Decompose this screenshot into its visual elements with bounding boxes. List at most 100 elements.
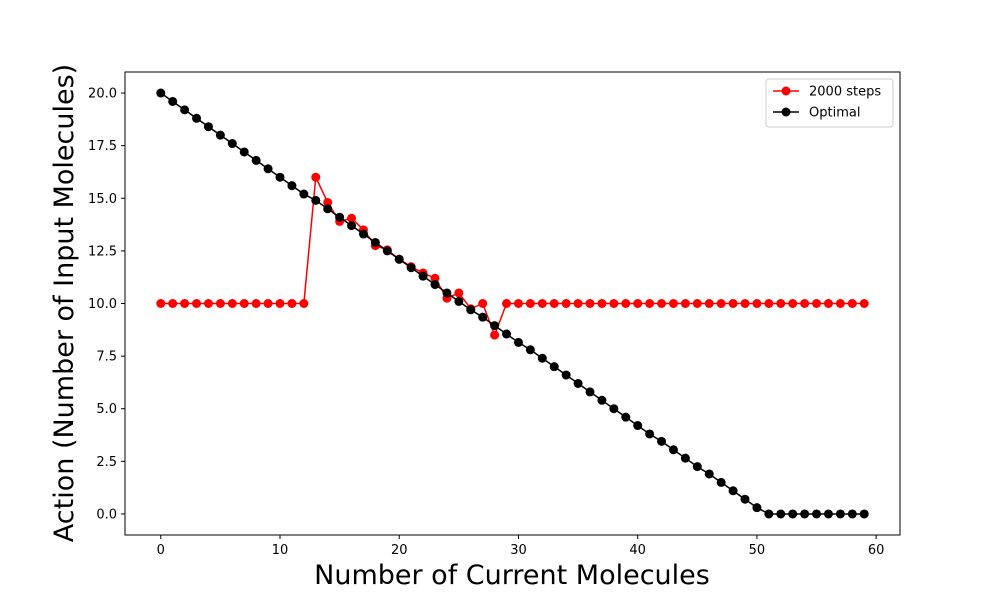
y-tick-label: 0.0 <box>96 507 117 522</box>
data-point <box>549 299 559 308</box>
data-point <box>704 299 714 308</box>
y-tick-label: 7.5 <box>96 350 117 365</box>
data-point <box>561 370 571 380</box>
data-point <box>859 299 869 308</box>
data-point <box>382 246 392 256</box>
data-point <box>716 299 726 308</box>
data-point <box>525 345 535 355</box>
data-point <box>728 299 738 308</box>
data-point <box>490 330 500 340</box>
data-point <box>215 130 225 140</box>
data-point <box>418 271 428 281</box>
data-point <box>275 172 285 182</box>
legend-label: Optimal <box>809 106 860 121</box>
data-point <box>657 299 667 308</box>
data-point <box>478 312 488 322</box>
data-point <box>764 509 774 519</box>
legend-entry: 2000 steps <box>773 85 881 100</box>
data-point <box>156 88 166 98</box>
data-point <box>192 299 202 308</box>
data-point <box>347 221 357 231</box>
legend: 2000 steps Optimal <box>765 78 894 128</box>
data-point <box>442 288 452 298</box>
data-point <box>573 299 583 308</box>
data-point <box>299 299 309 308</box>
data-point <box>239 147 249 157</box>
data-point <box>609 299 619 308</box>
data-point <box>513 299 523 308</box>
data-point <box>478 299 488 308</box>
data-point <box>633 421 643 431</box>
data-point <box>776 509 786 519</box>
data-point <box>859 509 869 519</box>
data-point <box>812 509 822 519</box>
data-point <box>251 155 261 165</box>
data-point <box>645 299 655 308</box>
data-point <box>335 212 345 222</box>
data-point <box>621 299 631 308</box>
data-point <box>549 362 559 372</box>
data-point <box>203 122 213 132</box>
data-point <box>776 299 786 308</box>
data-point <box>716 477 726 487</box>
data-point <box>847 299 857 308</box>
data-point <box>812 299 822 308</box>
data-point <box>311 195 321 205</box>
data-point <box>513 337 523 347</box>
series-optimal <box>156 88 869 519</box>
data-point <box>704 469 714 479</box>
x-tick-label: 30 <box>510 543 527 558</box>
data-point <box>502 329 512 339</box>
data-point <box>680 299 690 308</box>
x-tick-label: 10 <box>272 543 289 558</box>
data-point <box>502 299 512 308</box>
data-point <box>180 105 190 115</box>
x-tick-label: 50 <box>749 543 766 558</box>
data-point <box>800 509 810 519</box>
y-tick-label: 20.0 <box>88 87 117 102</box>
data-point <box>358 229 368 239</box>
data-point <box>823 509 833 519</box>
legend-marker <box>781 86 791 96</box>
data-point <box>788 509 798 519</box>
data-point <box>823 299 833 308</box>
data-point <box>680 453 690 463</box>
axes-layer: 0 10 20 30 40 50 60 0.0 2.5 5.0 7.5 10.0 12.5 15.0 17.… <box>88 71 901 558</box>
data-point <box>692 462 702 472</box>
data-point <box>192 113 202 123</box>
data-point <box>740 494 750 504</box>
data-point <box>585 299 595 308</box>
data-point <box>180 299 190 308</box>
data-point <box>728 486 738 496</box>
data-point <box>466 305 476 315</box>
data-point <box>525 299 535 308</box>
data-point <box>430 273 440 283</box>
data-point <box>239 299 249 308</box>
data-point <box>203 299 213 308</box>
data-point <box>752 503 762 513</box>
data-point <box>215 299 225 308</box>
data-point <box>621 412 631 422</box>
x-axis-title: Number of Current Molecules <box>314 560 710 591</box>
data-point <box>668 299 678 308</box>
data-point <box>597 395 607 405</box>
data-point <box>657 436 667 446</box>
data-point <box>323 204 333 214</box>
data-point <box>287 299 297 308</box>
x-tick-label: 0 <box>157 543 165 558</box>
data-point <box>311 172 321 182</box>
legend-marker <box>781 107 791 117</box>
data-point <box>692 299 702 308</box>
data-point <box>490 321 500 331</box>
y-tick-label: 5.0 <box>96 402 117 417</box>
data-point <box>287 181 297 191</box>
data-point <box>454 296 464 306</box>
y-tick-label: 15.0 <box>88 192 117 207</box>
y-tick-label: 17.5 <box>88 139 117 154</box>
data-point <box>561 299 571 308</box>
data-point <box>406 263 416 273</box>
data-point <box>454 288 464 298</box>
data-point <box>323 197 333 207</box>
data-point <box>585 387 595 397</box>
